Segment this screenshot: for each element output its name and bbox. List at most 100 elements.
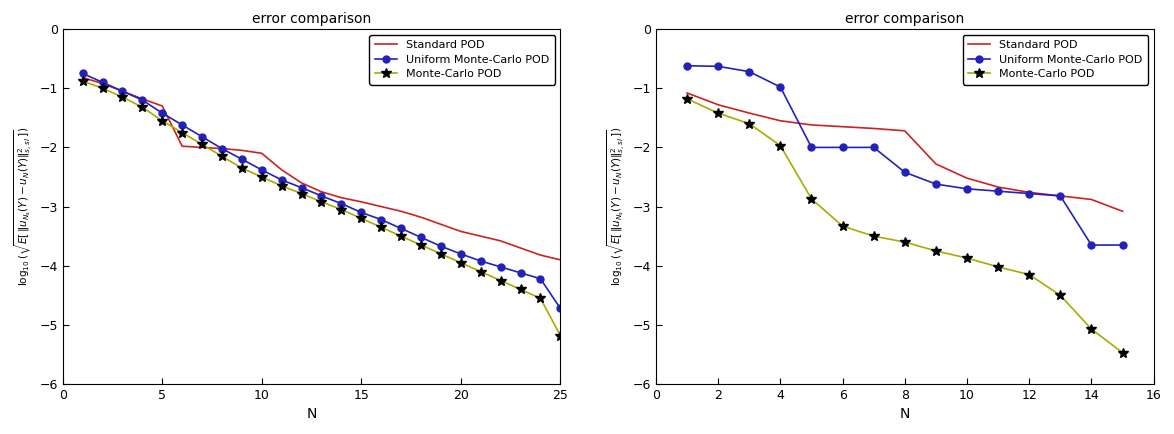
Monte-Carlo POD (742, 121, 756, 126)
Line: Standard POD: Standard POD (687, 93, 1122, 211)
Standard POD (836, 124, 850, 129)
Uniform Monte-Carlo POD (866, 145, 880, 150)
Standard POD (434, 222, 448, 227)
Uniform Monte-Carlo POD (1085, 243, 1099, 248)
Line: Monte-Carlo POD: Monte-Carlo POD (682, 94, 1127, 358)
Monte-Carlo POD (774, 143, 788, 148)
Uniform Monte-Carlo POD (929, 181, 943, 187)
Standard POD (115, 89, 129, 94)
Uniform Monte-Carlo POD (774, 85, 788, 90)
Uniform Monte-Carlo POD (215, 146, 229, 151)
Uniform Monte-Carlo POD (414, 235, 429, 240)
Monte-Carlo POD (513, 287, 527, 292)
Uniform Monte-Carlo POD (680, 63, 694, 68)
Line: Uniform Monte-Carlo POD: Uniform Monte-Carlo POD (79, 70, 564, 312)
Monte-Carlo POD (898, 240, 912, 245)
Standard POD (804, 122, 818, 128)
Monte-Carlo POD (680, 96, 694, 102)
Legend: Standard POD, Uniform Monte-Carlo POD, Monte-Carlo POD: Standard POD, Uniform Monte-Carlo POD, M… (963, 35, 1148, 85)
Uniform Monte-Carlo POD (115, 89, 129, 94)
Uniform Monte-Carlo POD (434, 243, 448, 249)
Standard POD (929, 161, 943, 167)
Monte-Carlo POD (553, 333, 567, 338)
Standard POD (235, 148, 249, 153)
Standard POD (680, 90, 694, 95)
Uniform Monte-Carlo POD (711, 64, 726, 69)
Monte-Carlo POD (155, 118, 169, 123)
Standard POD (991, 184, 1005, 190)
Uniform Monte-Carlo POD (135, 98, 149, 103)
Uniform Monte-Carlo POD (235, 157, 249, 162)
Monte-Carlo POD (454, 260, 468, 265)
Uniform Monte-Carlo POD (553, 306, 567, 311)
Monte-Carlo POD (295, 191, 309, 196)
Monte-Carlo POD (473, 269, 487, 274)
Standard POD (95, 81, 109, 86)
Uniform Monte-Carlo POD (1053, 193, 1067, 198)
Standard POD (533, 253, 547, 258)
Standard POD (742, 111, 756, 116)
X-axis label: N: N (306, 408, 317, 421)
Monte-Carlo POD (115, 95, 129, 100)
Uniform Monte-Carlo POD (991, 189, 1005, 194)
Monte-Carlo POD (235, 165, 249, 171)
Standard POD (195, 145, 209, 150)
Uniform Monte-Carlo POD (836, 145, 850, 150)
Monte-Carlo POD (434, 251, 448, 256)
Standard POD (255, 151, 269, 156)
Monte-Carlo POD (394, 233, 409, 239)
Monte-Carlo POD (275, 183, 289, 188)
Standard POD (135, 96, 149, 102)
Standard POD (454, 229, 468, 234)
Uniform Monte-Carlo POD (454, 251, 468, 256)
Uniform Monte-Carlo POD (315, 193, 329, 198)
Standard POD (960, 176, 974, 181)
Monte-Carlo POD (493, 278, 507, 283)
Standard POD (394, 209, 409, 214)
Standard POD (355, 199, 369, 204)
Line: Monte-Carlo POD: Monte-Carlo POD (77, 76, 565, 340)
X-axis label: N: N (899, 408, 910, 421)
Uniform Monte-Carlo POD (335, 201, 349, 206)
Monte-Carlo POD (866, 233, 880, 239)
Uniform Monte-Carlo POD (1023, 191, 1037, 196)
Standard POD (774, 118, 788, 123)
Standard POD (414, 215, 429, 220)
Standard POD (75, 75, 89, 80)
Uniform Monte-Carlo POD (275, 178, 289, 183)
Standard POD (711, 102, 726, 107)
Standard POD (1115, 209, 1129, 214)
Standard POD (898, 128, 912, 133)
Standard POD (1085, 197, 1099, 202)
Standard POD (513, 245, 527, 250)
Uniform Monte-Carlo POD (960, 186, 974, 191)
Uniform Monte-Carlo POD (804, 145, 818, 150)
Uniform Monte-Carlo POD (533, 276, 547, 281)
Monte-Carlo POD (1085, 326, 1099, 332)
Standard POD (335, 195, 349, 201)
Uniform Monte-Carlo POD (1115, 243, 1129, 248)
Legend: Standard POD, Uniform Monte-Carlo POD, Monte-Carlo POD: Standard POD, Uniform Monte-Carlo POD, M… (370, 35, 555, 85)
Monte-Carlo POD (1115, 350, 1129, 355)
Standard POD (295, 180, 309, 185)
Monte-Carlo POD (75, 79, 89, 84)
Monte-Carlo POD (195, 142, 209, 147)
Standard POD (215, 146, 229, 151)
Monte-Carlo POD (335, 207, 349, 212)
Standard POD (1023, 190, 1037, 195)
Monte-Carlo POD (1023, 272, 1037, 277)
Uniform Monte-Carlo POD (355, 210, 369, 215)
Monte-Carlo POD (175, 130, 189, 135)
Line: Standard POD: Standard POD (82, 78, 560, 260)
Standard POD (155, 103, 169, 108)
Standard POD (275, 167, 289, 172)
Standard POD (493, 238, 507, 243)
Monte-Carlo POD (929, 248, 943, 253)
Standard POD (175, 144, 189, 149)
Title: error comparison: error comparison (845, 13, 964, 26)
Monte-Carlo POD (991, 264, 1005, 270)
Uniform Monte-Carlo POD (195, 134, 209, 139)
Monte-Carlo POD (135, 105, 149, 110)
Uniform Monte-Carlo POD (394, 226, 409, 231)
Monte-Carlo POD (533, 296, 547, 301)
